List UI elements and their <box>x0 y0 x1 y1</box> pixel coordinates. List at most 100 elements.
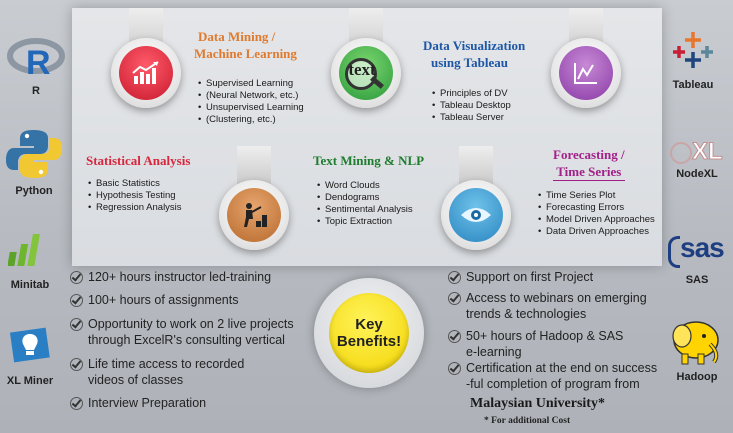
r-tool: R R <box>6 36 71 97</box>
list-item: Hypothesis Testing <box>88 190 182 202</box>
sas-label: SAS <box>685 274 709 286</box>
data-viz-title: Data Visualization using Tableau <box>423 37 525 71</box>
benefit-item-continuation: e-learning <box>466 345 522 359</box>
footnote: * For additional Cost <box>484 416 571 426</box>
forecasting-title-line1: Forecasting / <box>553 147 625 162</box>
minitab-logo-icon <box>7 234 40 266</box>
benefit-item: Support on first Project <box>466 270 594 284</box>
check-circle-icon <box>70 318 83 331</box>
tableau-logo-icon <box>673 32 713 68</box>
line-chart-icon <box>559 46 613 100</box>
sas-tool: sas SAS <box>668 232 732 286</box>
xlminer-label: XL Miner <box>6 375 54 387</box>
list-item: Data Driven Approaches <box>538 226 655 238</box>
check-circle-icon <box>70 397 83 410</box>
check-circle-icon <box>448 330 461 343</box>
connector-strip <box>237 146 271 186</box>
check-circle-icon <box>70 271 83 284</box>
worker-stairs-icon <box>227 188 281 242</box>
nodexl-tool: XL NodeXL <box>668 138 732 180</box>
data-viz-title-line2: using Tableau <box>431 55 508 70</box>
text-mining-badge: text <box>331 38 401 108</box>
benefit-item-continuation: -ful completion of program from <box>466 377 640 391</box>
r-logo-icon: R <box>7 38 65 82</box>
forecasting-title-line2: Time Series <box>553 163 625 181</box>
list-item: Tableau Server <box>432 112 511 124</box>
tableau-label: Tableau <box>672 79 714 91</box>
hadoop-elephant-icon <box>672 321 719 365</box>
hadoop-tool: Hadoop <box>668 318 732 383</box>
eye-icon <box>449 188 503 242</box>
data-mining-badge <box>111 38 181 108</box>
list-item-continuation: (Clustering, etc.) <box>198 114 304 126</box>
hadoop-label: Hadoop <box>676 371 718 383</box>
data-mining-title-line1: Data Mining / <box>198 29 276 44</box>
university-name: Malaysian University* <box>470 396 605 411</box>
svg-text:R: R <box>26 44 51 82</box>
key-benefits-badge: Key Benefits! <box>329 293 409 373</box>
forecasting-title: Forecasting / Time Series <box>553 146 625 181</box>
benefit-item-continuation: through ExcelR's consulting vertical <box>88 333 285 347</box>
xlminer-logo-icon <box>9 327 50 363</box>
text-mining-list: Word Clouds Dendograms Sentimental Analy… <box>315 180 413 228</box>
benefit-item: Opportunity to work on 2 live projects <box>88 317 294 331</box>
data-viz-title-line1: Data Visualization <box>423 38 526 53</box>
forecasting-badge <box>441 180 511 250</box>
check-circle-icon <box>448 292 461 305</box>
statistical-title: Statistical Analysis <box>86 153 191 168</box>
python-label: Python <box>15 185 53 197</box>
benefit-item: 100+ hours of assignments <box>88 293 239 307</box>
check-circle-icon <box>448 362 461 375</box>
list-item: Unsupervised Learning <box>198 102 304 114</box>
benefit-item-continuation: videos of classes <box>88 373 184 387</box>
list-item-continuation: (Neural Network, etc.) <box>198 90 304 102</box>
forecasting-list: Time Series Plot Forecasting Errors Mode… <box>536 190 655 238</box>
text-icon-label: text <box>348 60 376 79</box>
check-circle-icon <box>70 294 83 307</box>
xlminer-tool: XL Miner <box>7 326 65 387</box>
check-circle-icon <box>448 271 461 284</box>
benefit-item: 120+ hours instructor led-training <box>88 270 272 284</box>
statistical-list: Basic Statistics Hypothesis Testing Regr… <box>86 178 182 214</box>
python-tool: Python <box>6 128 69 197</box>
data-mining-title: Data Mining / Machine Learning <box>194 28 297 62</box>
benefit-item: Interview Preparation <box>88 396 207 410</box>
list-item: Dendograms <box>317 192 413 204</box>
minitab-tool: Minitab <box>7 228 65 291</box>
data-mining-list: Supervised Learning (Neural Network, etc… <box>196 78 304 126</box>
tableau-tool: Tableau <box>670 28 728 91</box>
benefits-left-list: 120+ hours instructor led-training 100+ … <box>70 270 320 420</box>
list-item: Basic Statistics <box>88 178 182 190</box>
list-item: Forecasting Errors <box>538 202 655 214</box>
nodexl-logo-text: XL <box>692 138 724 166</box>
sas-logo-text: sas <box>680 232 725 263</box>
nodexl-logo-icon: XL <box>668 138 728 166</box>
list-item: Tableau Desktop <box>432 100 511 112</box>
growth-chart-icon <box>119 46 173 100</box>
text-mining-title: Text Mining & NLP <box>313 153 425 168</box>
list-item: Model Driven Approaches <box>538 214 655 226</box>
list-item: Word Clouds <box>317 180 413 192</box>
nodexl-label: NodeXL <box>676 168 718 180</box>
benefit-item-continuation: trends & technologies <box>466 307 587 321</box>
data-viz-badge <box>551 38 621 108</box>
key-benefits-ring: Key Benefits! <box>314 278 424 388</box>
connector-strip <box>459 146 493 186</box>
list-item: Sentimental Analysis <box>317 204 413 216</box>
statistical-badge <box>219 180 289 250</box>
data-mining-title-line2: Machine Learning <box>194 46 297 61</box>
benefit-item: Access to webinars on emerging <box>466 291 647 305</box>
list-item: Time Series Plot <box>538 190 655 202</box>
benefit-item: 50+ hours of Hadoop & SAS <box>466 329 624 343</box>
benefit-item: Certification at the end on success <box>466 361 658 375</box>
list-item: Topic Extraction <box>317 216 413 228</box>
sas-logo-icon: sas <box>668 232 730 268</box>
key-benefits-line1: Key <box>355 316 383 333</box>
check-circle-icon <box>70 358 83 371</box>
key-benefits-line2: Benefits! <box>336 333 402 350</box>
list-item: Regression Analysis <box>88 202 182 214</box>
python-logo-icon <box>6 130 62 178</box>
benefit-item: Life time access to recorded <box>88 357 245 371</box>
minitab-label: Minitab <box>10 279 50 291</box>
text-magnifier-icon: text <box>339 46 393 100</box>
